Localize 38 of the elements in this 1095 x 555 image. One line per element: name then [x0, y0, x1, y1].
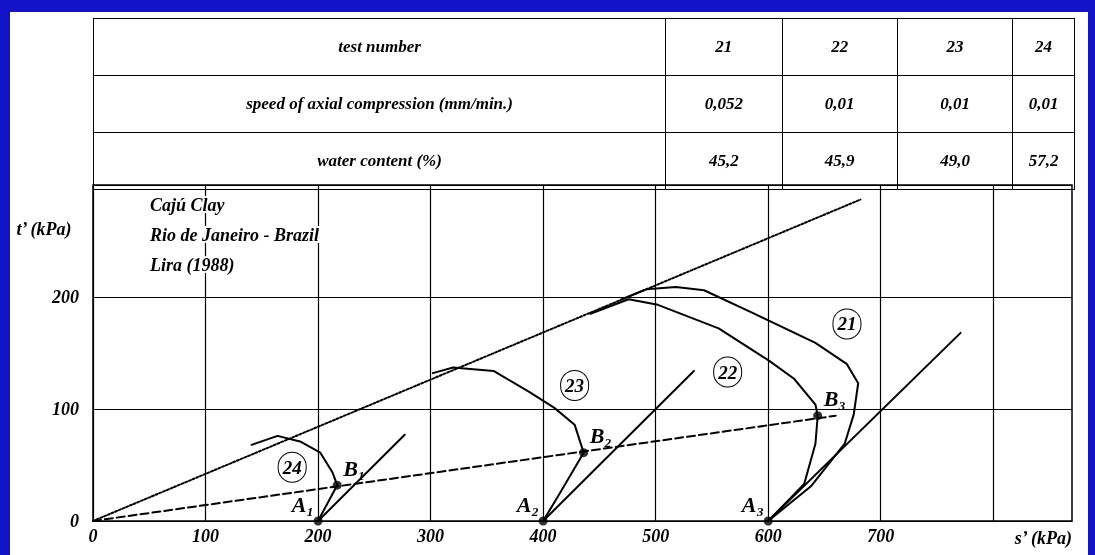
annotation: B₁ [342, 455, 366, 481]
annotation: A₂ [514, 491, 540, 517]
x-tick-label: 300 [416, 526, 445, 546]
x-tick-label: 600 [754, 526, 782, 546]
text: 49,0 [897, 132, 1013, 190]
text: 0,01 [782, 75, 898, 133]
text: 0,052 [665, 75, 783, 133]
annotation: B₃ [822, 386, 847, 412]
text: water content (%) [93, 132, 666, 190]
x-tick-label: 500 [642, 526, 670, 546]
text: 0,01 [1012, 75, 1075, 133]
text: 0,01 [897, 75, 1013, 133]
x-tick-label: 0 [88, 526, 98, 546]
text: 24 [1012, 18, 1075, 76]
annotation: B₂ [588, 423, 612, 449]
text: test number [93, 18, 666, 76]
annotation: 24 [281, 456, 302, 478]
y-tick-label: 200 [51, 287, 79, 307]
annotation: 21 [836, 313, 857, 335]
y-tick-label: 100 [52, 399, 79, 419]
x-tick-label: 200 [303, 526, 332, 546]
text: 45,9 [782, 132, 898, 190]
text: 21 [665, 18, 783, 76]
text: 22 [782, 18, 898, 76]
x-tick-label: 100 [192, 526, 220, 546]
y-axis-title: t’ (kPa) [16, 219, 72, 240]
x-tick-label: 700 [867, 526, 895, 546]
text: 45,2 [665, 132, 783, 190]
annotation: 22 [717, 361, 738, 383]
x-axis-title: s’ (kPa) [1013, 528, 1072, 549]
text: 57,2 [1012, 132, 1075, 190]
x-tick-label: 400 [528, 526, 557, 546]
text: speed of axial compression (mm/min.) [93, 75, 666, 133]
annotation: 23 [564, 374, 585, 396]
text: 23 [897, 18, 1013, 76]
y-tick-label: 0 [70, 511, 79, 531]
annotation: A₁ [289, 491, 315, 517]
annotation: A₃ [739, 491, 765, 517]
